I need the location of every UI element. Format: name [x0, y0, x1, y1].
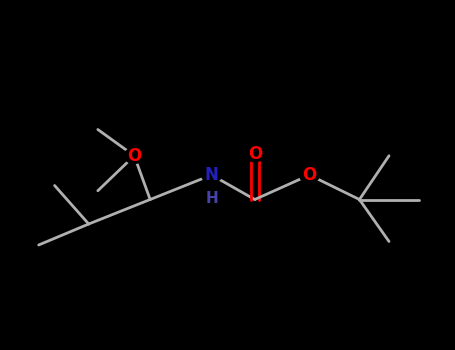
Text: H: H	[205, 191, 218, 206]
Circle shape	[124, 148, 144, 163]
Text: O: O	[248, 145, 262, 163]
Circle shape	[245, 146, 265, 162]
Text: O: O	[302, 166, 317, 184]
Text: O: O	[127, 147, 142, 165]
Circle shape	[299, 167, 319, 183]
Text: N: N	[205, 166, 218, 184]
Circle shape	[202, 167, 222, 183]
